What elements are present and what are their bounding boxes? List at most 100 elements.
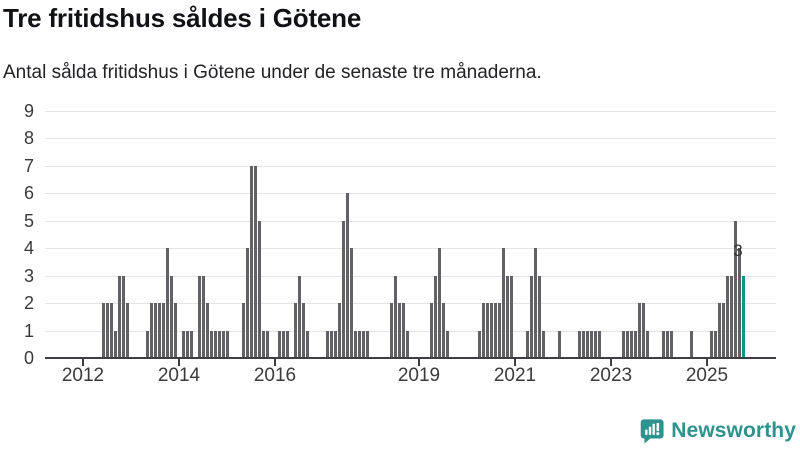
bar-month <box>122 276 125 359</box>
bar-month <box>390 303 393 358</box>
bar-month <box>502 248 505 358</box>
bar-month <box>126 303 129 358</box>
y-axis-label-2: 2 <box>23 293 34 313</box>
bar-month <box>242 303 245 358</box>
bar-month <box>210 331 213 359</box>
bar-month <box>446 331 449 359</box>
bar-month <box>250 166 253 359</box>
bar-month <box>174 303 177 358</box>
bar-month <box>162 303 165 358</box>
bar-month <box>402 303 405 358</box>
y-axis-label-7: 7 <box>23 156 34 176</box>
bar-month <box>498 303 501 358</box>
bar-month <box>558 331 561 359</box>
bar-month <box>542 331 545 359</box>
bar-month <box>286 331 289 359</box>
bar-month <box>398 303 401 358</box>
x-axis-tick-2023 <box>610 359 612 366</box>
bar-month <box>306 331 309 359</box>
bar-month <box>670 331 673 359</box>
bar-month <box>222 331 225 359</box>
bar-month <box>158 303 161 358</box>
x-axis-label-2016: 2016 <box>253 365 297 386</box>
x-axis-label-2014: 2014 <box>157 365 201 386</box>
bar-month <box>434 276 437 359</box>
gridline-y8 <box>45 138 776 139</box>
bar-month <box>710 331 713 359</box>
bar-month <box>294 303 297 358</box>
gridline-y5 <box>45 221 776 222</box>
bar-month <box>198 276 201 359</box>
bar-month <box>226 331 229 359</box>
bar-month <box>150 303 153 358</box>
bar-month <box>366 331 369 359</box>
bar-month <box>442 303 445 358</box>
chart-subtitle: Antal sålda fritidshus i Götene under de… <box>3 62 542 83</box>
bar-month <box>586 331 589 359</box>
bar-month <box>494 303 497 358</box>
bar-month <box>214 331 217 359</box>
y-axis-label-1: 1 <box>23 321 34 341</box>
x-axis-label-2025: 2025 <box>685 365 729 386</box>
bar-month <box>726 276 729 359</box>
bar-month <box>642 303 645 358</box>
bar-month <box>490 303 493 358</box>
bar-month <box>578 331 581 359</box>
y-axis-label-3: 3 <box>23 266 34 286</box>
bar-month <box>638 303 641 358</box>
x-axis-line <box>45 357 776 359</box>
y-axis-label-6: 6 <box>23 183 34 203</box>
newsworthy-logo-text: Newsworthy <box>671 419 796 442</box>
bar-month <box>486 303 489 358</box>
bar-month <box>166 248 169 358</box>
y-axis-label-8: 8 <box>23 128 34 148</box>
bar-month <box>118 276 121 359</box>
x-axis-label-2021: 2021 <box>493 365 537 386</box>
x-axis-label-2012: 2012 <box>61 365 105 386</box>
bar-month <box>362 331 365 359</box>
bar-month <box>690 331 693 359</box>
bar-month <box>510 276 513 359</box>
bar-month <box>190 331 193 359</box>
x-axis-label-2019: 2019 <box>397 365 441 386</box>
x-axis-tick-2019 <box>418 359 420 366</box>
bar-month <box>406 331 409 359</box>
bar-month <box>722 303 725 358</box>
bar-month <box>730 276 733 359</box>
bar-month <box>634 331 637 359</box>
bar-month <box>718 303 721 358</box>
bar-month <box>258 221 261 359</box>
bar-month <box>246 248 249 358</box>
gridline-y4 <box>45 248 776 249</box>
bar-month <box>262 331 265 359</box>
x-axis-tick-2016 <box>274 359 276 366</box>
bar-highlight-current <box>742 276 745 359</box>
bar-month <box>154 303 157 358</box>
bar-month <box>182 331 185 359</box>
gridline-y3 <box>45 276 776 277</box>
gridline-y7 <box>45 166 776 167</box>
newsworthy-logo-link[interactable]: Newsworthy <box>640 413 796 449</box>
bar-month <box>482 303 485 358</box>
y-axis-label-5: 5 <box>23 211 34 231</box>
bar-month <box>218 331 221 359</box>
bar-month <box>582 331 585 359</box>
bar-month <box>598 331 601 359</box>
bar-month <box>622 331 625 359</box>
bar-month <box>530 276 533 359</box>
bar-month <box>714 331 717 359</box>
bar-chart: 0 1 2 3 4 5 6 7 8 9 2012 2014 2016 2019 2021 2023 2025 3 <box>23 101 776 386</box>
bar-month <box>738 248 741 358</box>
bar-month <box>358 331 361 359</box>
x-axis-tick-2012 <box>82 359 84 366</box>
bar-month <box>342 221 345 359</box>
bar-month <box>478 331 481 359</box>
x-axis-tick-2014 <box>178 359 180 366</box>
bar-month <box>350 248 353 358</box>
bar-month <box>146 331 149 359</box>
bar-month <box>346 193 349 358</box>
bar-month <box>110 303 113 358</box>
bar-month <box>278 331 281 359</box>
gridline-y1 <box>45 331 776 332</box>
bar-month <box>354 331 357 359</box>
